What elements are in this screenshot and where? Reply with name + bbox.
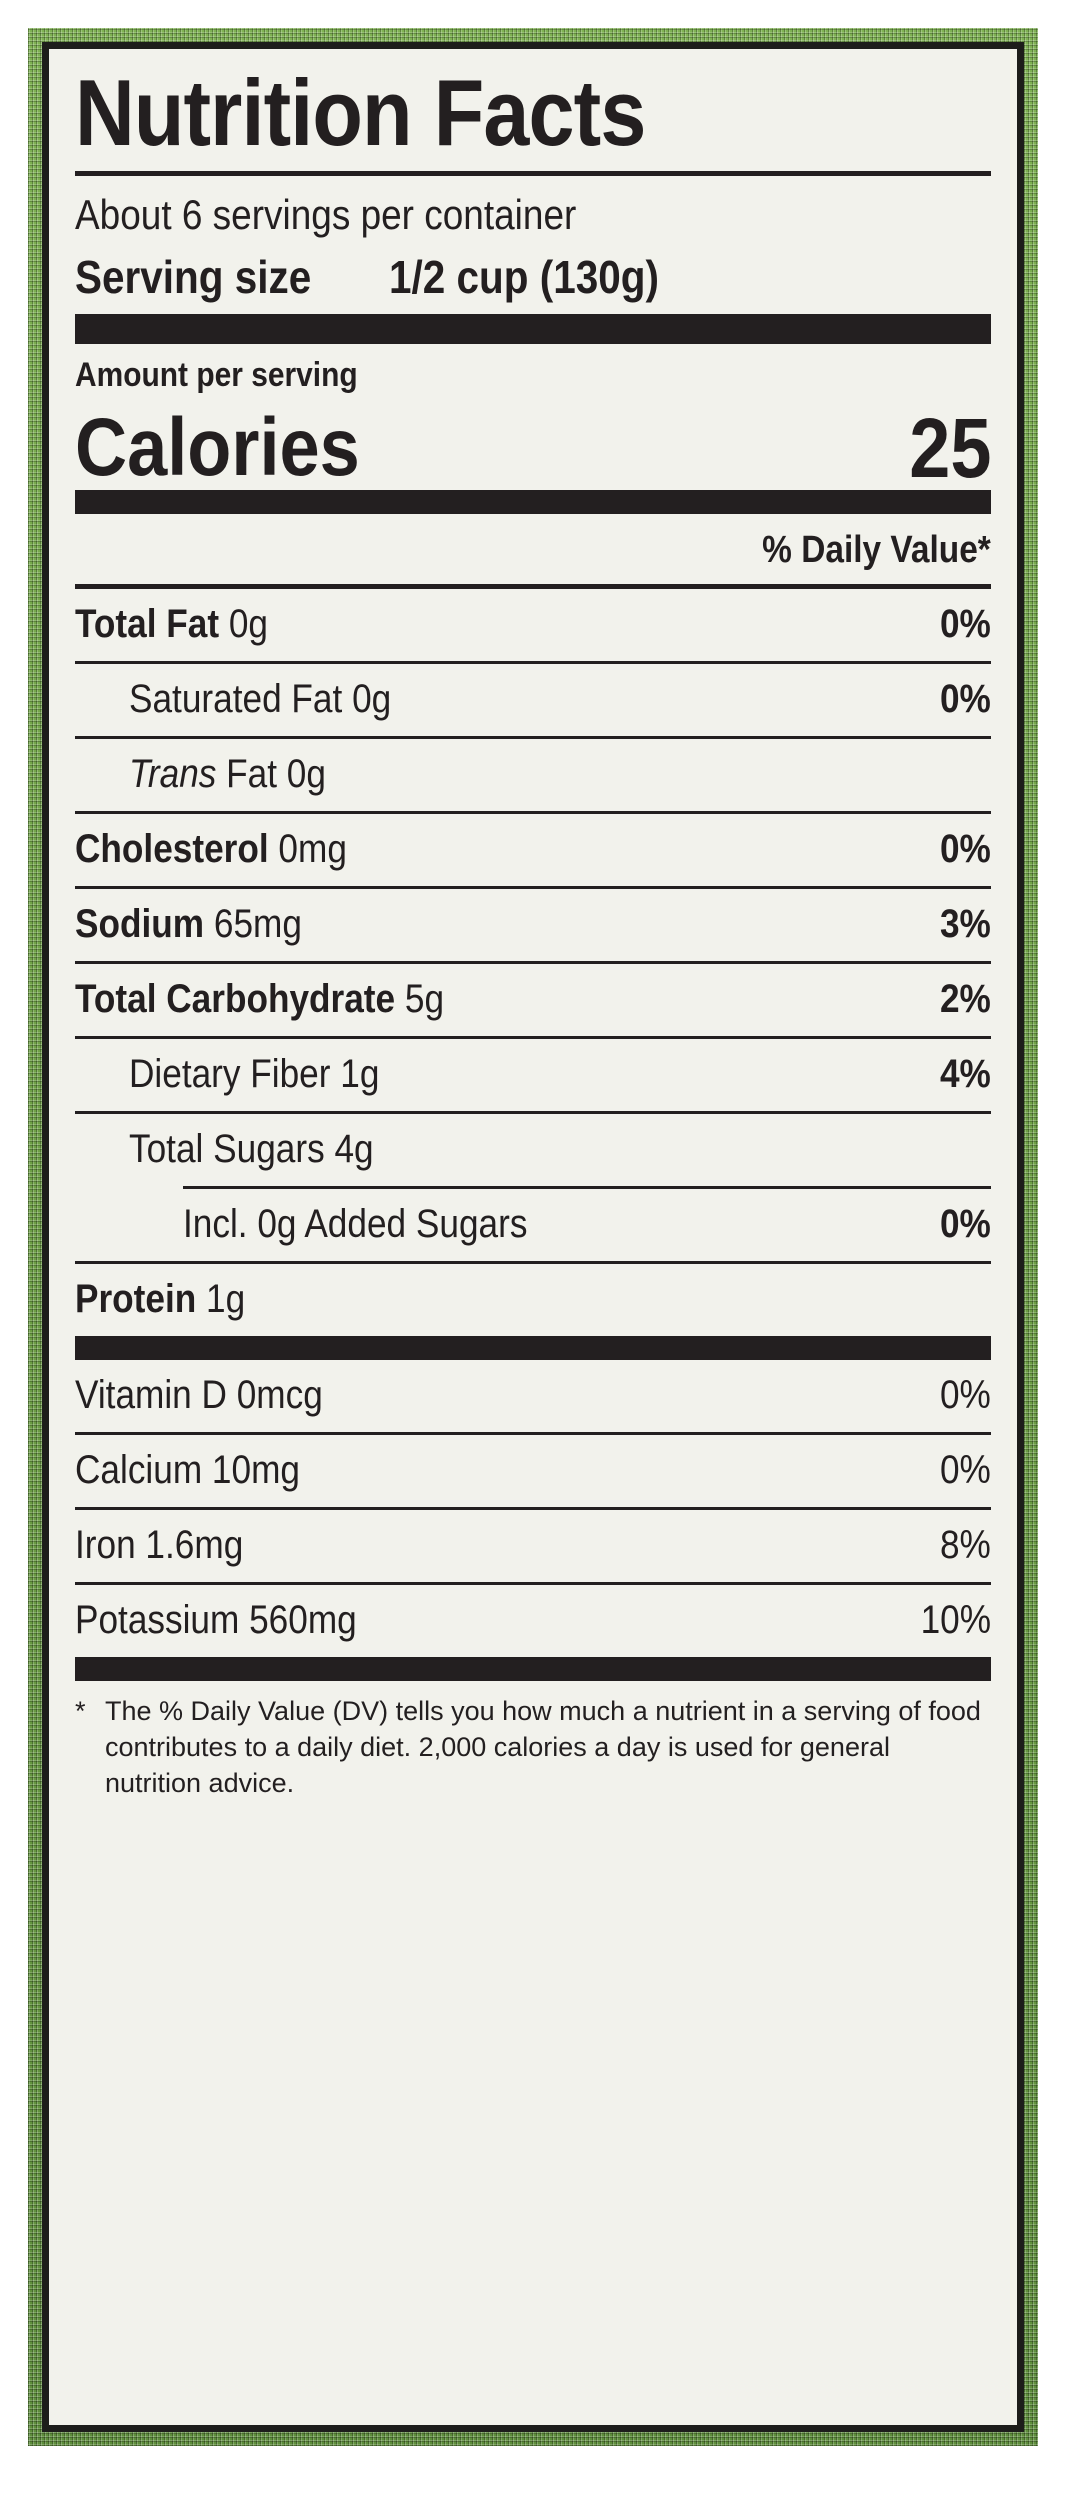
nutrient-name: Total Sugars: [129, 1127, 325, 1171]
table-row: Saturated Fat 0g 0%: [75, 664, 991, 736]
daily-value-header: % Daily Value*: [762, 529, 991, 571]
table-row: Total Carbohydrate 5g 2%: [75, 964, 991, 1036]
nutrient-dv: 0%: [940, 827, 991, 871]
divider-thick-calories: [75, 490, 991, 514]
divider-under-title: [75, 171, 991, 176]
nutrient-dv: 3%: [940, 902, 991, 946]
nutrient-amount: Fat 0g: [226, 752, 326, 796]
nutrient-amount: 4g: [334, 1127, 374, 1171]
micronutrient-name: Iron 1.6mg: [75, 1523, 244, 1567]
micronutrient-name: Potassium 560mg: [75, 1598, 357, 1642]
table-row: Protein 1g: [75, 1264, 991, 1336]
table-row: Sodium 65mg 3%: [75, 889, 991, 961]
serving-size-row: Serving size 1/2 cup (130g): [75, 246, 991, 314]
row-divider: [75, 1036, 991, 1039]
footnote-asterisk: *: [75, 1696, 86, 1726]
micronutrient-dv: 8%: [940, 1523, 991, 1567]
calories-value: 25: [908, 401, 991, 495]
nutrient-dv: 0%: [940, 677, 991, 721]
nutrient-amount: 5g: [404, 977, 445, 1021]
divider-thick-top: [75, 314, 991, 344]
nutrient-name: Dietary Fiber: [129, 1052, 331, 1096]
row-divider: [75, 736, 991, 739]
table-row: Trans Fat 0g: [75, 739, 991, 811]
nutrient-dv: 2%: [940, 977, 991, 1021]
nutrient-dv: 4%: [940, 1052, 991, 1096]
nutrient-amount: 0g: [352, 677, 392, 721]
divider-thick-micronutrients: [75, 1336, 991, 1360]
micronutrient-name: Vitamin D 0mcg: [75, 1373, 323, 1417]
row-divider: [75, 661, 991, 664]
nutrient-amount: 1g: [340, 1052, 380, 1096]
table-row: Dietary Fiber 1g 4%: [75, 1039, 991, 1111]
nutrient-name: Cholesterol: [75, 827, 269, 871]
daily-value-footnote: * The % Daily Value (DV) tells you how m…: [75, 1681, 991, 1801]
nutrient-name: Saturated Fat: [129, 677, 343, 721]
table-row: Vitamin D 0mcg 0%: [75, 1360, 991, 1432]
table-row: Calcium 10mg 0%: [75, 1435, 991, 1507]
nutrient-name: Sodium: [75, 902, 205, 946]
calories-label: Calories: [75, 402, 360, 493]
row-divider: [75, 1111, 991, 1114]
row-divider: [75, 1432, 991, 1435]
nutrient-amount: 1g: [206, 1277, 246, 1321]
divider-thick-footnote: [75, 1657, 991, 1681]
micronutrient-name: Calcium 10mg: [75, 1448, 300, 1492]
table-row: Potassium 560mg 10%: [75, 1585, 991, 1657]
amount-per-serving-label: Amount per serving: [75, 356, 358, 394]
footnote-text: The % Daily Value (DV) tells you how muc…: [105, 1696, 981, 1798]
nutrient-dv: 0%: [940, 602, 991, 646]
nutrient-amount: 0mg: [278, 827, 347, 871]
row-divider: [75, 961, 991, 964]
nutrient-name: Incl. 0g Added Sugars: [183, 1202, 528, 1246]
micronutrient-dv: 0%: [940, 1373, 991, 1417]
nutrient-dv: 0%: [940, 1202, 991, 1246]
nutrient-amount: 65mg: [213, 902, 302, 946]
table-row: Total Fat 0g 0%: [75, 589, 991, 661]
row-divider-indented: [183, 1186, 991, 1189]
row-divider: [75, 1507, 991, 1510]
row-divider: [75, 1582, 991, 1585]
table-row: Incl. 0g Added Sugars 0%: [75, 1189, 991, 1261]
calories-row: Calories 25: [75, 394, 991, 495]
table-row: Iron 1.6mg 8%: [75, 1510, 991, 1582]
nutrition-facts-title: Nutrition Facts: [75, 60, 646, 165]
row-divider: [75, 886, 991, 889]
serving-size-label: Serving size: [75, 251, 312, 303]
table-row: Cholesterol 0mg 0%: [75, 814, 991, 886]
nutrient-name: Protein: [75, 1277, 197, 1321]
nutrition-facts-panel: Nutrition Facts About 6 servings per con…: [42, 42, 1024, 2432]
micronutrient-dv: 10%: [920, 1598, 991, 1642]
row-divider: [75, 811, 991, 814]
row-divider: [75, 1261, 991, 1264]
micronutrient-dv: 0%: [940, 1448, 991, 1492]
page-title: Nutrition Facts: [75, 49, 991, 171]
servings-per-container: About 6 servings per container: [75, 191, 577, 238]
serving-size-value: 1/2 cup (130g): [389, 251, 660, 303]
nutrient-name: Total Carbohydrate: [75, 977, 396, 1021]
nutrient-name: Trans: [129, 752, 217, 796]
table-row: Total Sugars 4g: [75, 1114, 991, 1186]
nutrient-name: Total Fat: [75, 602, 220, 646]
nutrient-amount: 0g: [228, 602, 269, 646]
divider-under-dv-header: [75, 584, 991, 589]
